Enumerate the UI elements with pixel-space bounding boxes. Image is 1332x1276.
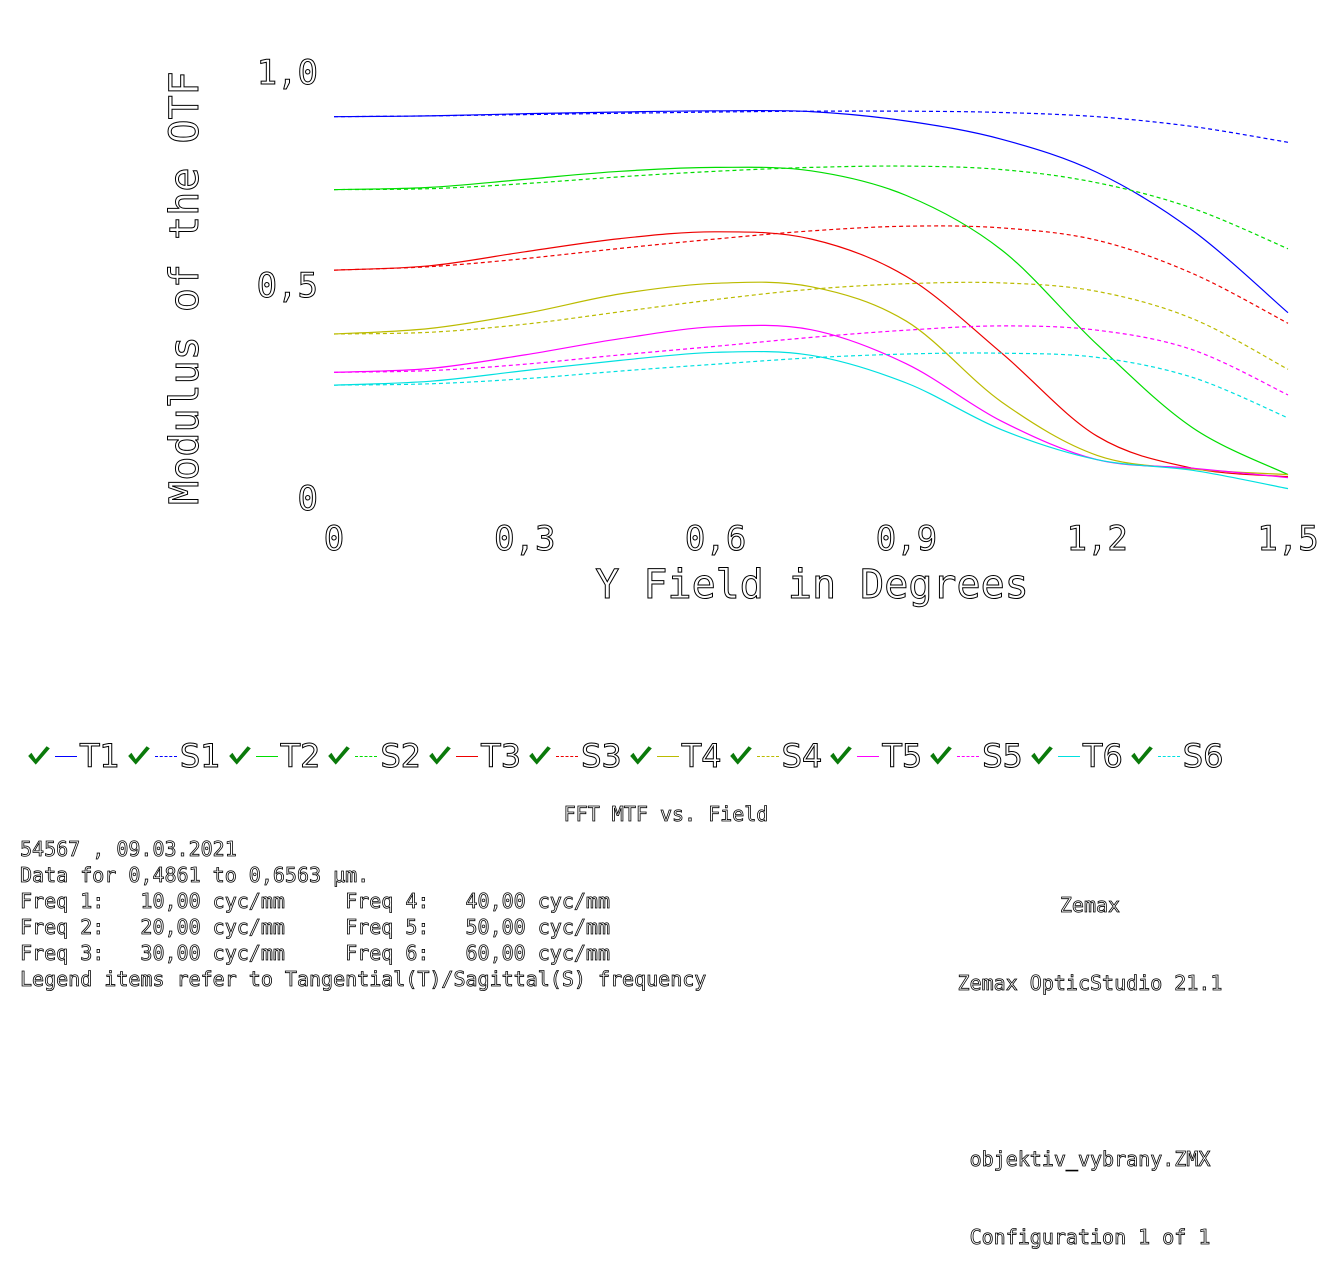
- y-tick-labels: 0 0,5 1,0: [256, 53, 318, 520]
- series-line-s6: [333, 352, 1289, 419]
- product-text: Zemax OpticStudio 21.1: [957, 971, 1223, 996]
- legend-label: S3: [581, 737, 623, 775]
- brand-text: Zemax: [1059, 893, 1121, 918]
- checkmark-icon[interactable]: [628, 743, 654, 769]
- legend-item-s2[interactable]: S2: [326, 737, 422, 775]
- info-line: Data for 0,4861 to 0,6563 µm.: [20, 863, 370, 888]
- legend-line-sample: [355, 755, 378, 757]
- checkmark-icon[interactable]: [527, 743, 553, 769]
- legend-item-s5[interactable]: S5: [928, 737, 1024, 775]
- y-axis-label: Modulus of the OTF: [162, 71, 208, 504]
- series-line-t1: [333, 109, 1289, 314]
- legend-line-sample: [756, 755, 779, 757]
- info-line: Freq 2: 20,00 cyc/mm Freq 5: 50,00 cyc/m…: [20, 915, 611, 940]
- checkmark-icon[interactable]: [326, 743, 352, 769]
- legend-label: S4: [781, 737, 823, 775]
- checkmark-icon[interactable]: [1029, 743, 1055, 769]
- legend-line-sample: [55, 755, 77, 757]
- checkmark-icon[interactable]: [26, 743, 52, 769]
- x-axis-label: Y Field in Degrees: [595, 562, 1028, 608]
- configuration-text: Configuration 1 of 1: [969, 1225, 1211, 1250]
- legend-label: T2: [280, 737, 321, 775]
- series-line-s2: [333, 165, 1289, 250]
- file-name: objektiv_vybrany.ZMX: [969, 1147, 1211, 1172]
- y-tick-label: 1,0: [257, 53, 318, 93]
- info-block-left: 54567 , 09.03.2021 Data for 0,4861 to 0,6…: [20, 836, 707, 992]
- legend-label: S2: [380, 737, 422, 775]
- checkmark-icon[interactable]: [227, 743, 253, 769]
- x-tick-label: 0,3: [494, 519, 555, 559]
- x-tick-label: 1,5: [1257, 519, 1318, 559]
- series-line-s4: [333, 281, 1289, 370]
- legend-label: T3: [481, 737, 522, 775]
- legend-line-sample: [154, 755, 177, 757]
- legend-item-s6[interactable]: S6: [1129, 737, 1224, 775]
- legend-label: T5: [882, 737, 923, 775]
- series-line-t4: [333, 281, 1289, 476]
- legend-item-t3[interactable]: T3: [427, 737, 522, 775]
- checkmark-icon[interactable]: [728, 743, 754, 769]
- legend-item-s3[interactable]: S3: [527, 737, 623, 775]
- mtf-plot: 0 0,3 0,6 0,9 1,2 1,5 0 0,5 1,0 Y Field in Degr…: [162, 53, 1320, 609]
- legend-label: S1: [179, 737, 221, 775]
- legend-item-t6[interactable]: T6: [1029, 737, 1123, 775]
- y-tick-label: 0,5: [257, 266, 318, 306]
- info-line: Freq 3: 30,00 cyc/mm Freq 6: 60,00 cyc/m…: [20, 941, 611, 966]
- legend-line-sample: [957, 755, 980, 757]
- legend-label: T6: [1082, 737, 1123, 775]
- checkmark-icon[interactable]: [928, 743, 954, 769]
- series-line-t5: [333, 324, 1289, 479]
- legend-line-sample: [1057, 755, 1080, 757]
- x-tick-label: 0: [324, 519, 344, 559]
- y-tick-label: 0: [298, 479, 318, 519]
- x-tick-label: 0,6: [685, 519, 746, 559]
- legend-item-s4[interactable]: S4: [728, 737, 823, 775]
- series-line-t6: [333, 350, 1289, 490]
- x-tick-label: 0,9: [876, 519, 937, 559]
- checkmark-icon[interactable]: [427, 743, 453, 769]
- legend-label: T4: [681, 737, 722, 775]
- legend-line-sample: [456, 755, 479, 757]
- legend-line-sample: [1157, 755, 1180, 757]
- legend-line-sample: [857, 755, 880, 757]
- legend-line-sample: [255, 755, 278, 757]
- checkmark-icon[interactable]: [1129, 743, 1155, 769]
- x-tick-labels: 0 0,3 0,6 0,9 1,2 1,5: [323, 519, 1319, 560]
- info-line: Legend items refer to Tangential(T)/Sagi…: [20, 967, 707, 992]
- legend-label: S6: [1182, 737, 1224, 775]
- plot-lines: [333, 109, 1289, 490]
- legend-line-sample: [656, 755, 679, 757]
- checkmark-icon[interactable]: [828, 743, 854, 769]
- legend-item-t5[interactable]: T5: [828, 737, 923, 775]
- series-line-s3: [333, 225, 1289, 324]
- legend-line-sample: [556, 755, 579, 757]
- legend-label: T1: [80, 737, 121, 775]
- info-line: Freq 1: 10,00 cyc/mm Freq 4: 40,00 cyc/m…: [20, 889, 611, 914]
- footer-title: FFT MTF vs. Field: [563, 802, 769, 827]
- series-line-s5: [333, 325, 1289, 396]
- info-line: 54567 , 09.03.2021: [20, 837, 238, 862]
- info-block-right: Zemax Zemax OpticStudio 21.1 objektiv_vy…: [930, 840, 1250, 1276]
- series-line-t2: [333, 166, 1289, 476]
- legend: T1 S1 T2 S2 T3 S3 T4 S4 T5 S5 T6 S6: [26, 734, 1316, 778]
- legend-item-s1[interactable]: S1: [126, 737, 221, 775]
- legend-item-t1[interactable]: T1: [26, 737, 121, 775]
- series-line-t3: [333, 231, 1289, 478]
- legend-label: S5: [982, 737, 1024, 775]
- x-tick-label: 1,2: [1066, 519, 1127, 559]
- legend-item-t4[interactable]: T4: [628, 737, 722, 775]
- series-line-s1: [333, 110, 1289, 143]
- checkmark-icon[interactable]: [126, 743, 152, 769]
- legend-item-t2[interactable]: T2: [227, 737, 321, 775]
